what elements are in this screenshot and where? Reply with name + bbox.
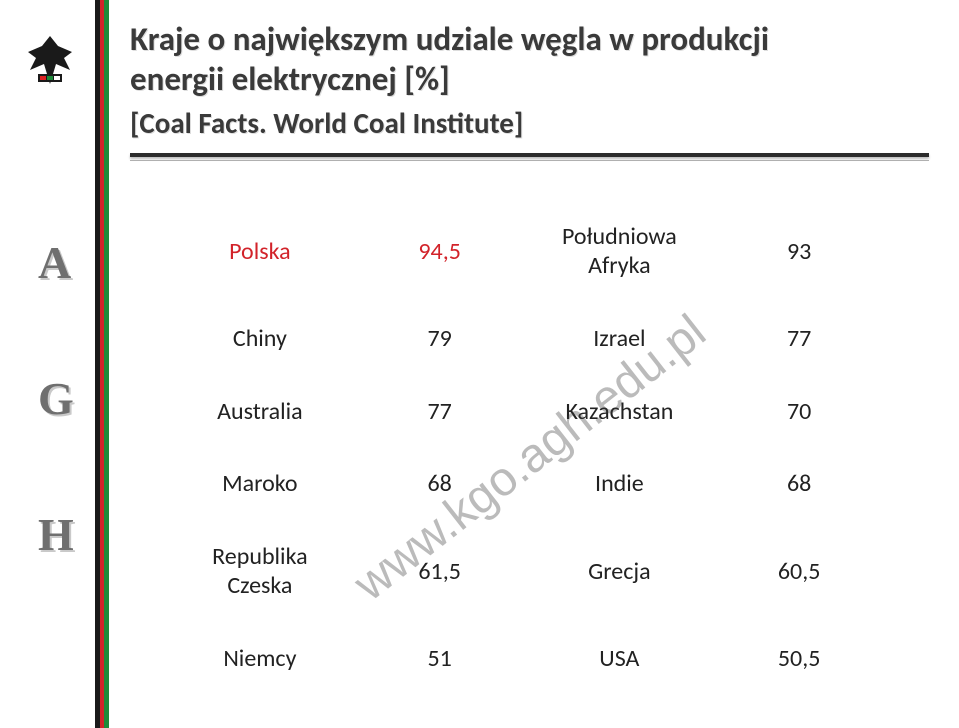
table-row: Polska94,5PołudniowaAfryka93	[170, 201, 889, 303]
table-cell: 60,5	[709, 521, 889, 623]
table-cell: 79	[350, 303, 530, 376]
side-stripe	[95, 0, 109, 728]
agh-eagle-logo	[20, 30, 80, 90]
stripe-segment	[104, 0, 109, 728]
table-row: RepublikaCzeska61,5Grecja60,5	[170, 521, 889, 623]
table-cell: 94,5	[350, 201, 530, 303]
table-cell: Maroko	[170, 448, 350, 521]
table-cell: Australia	[170, 376, 350, 449]
title-line2: energii elektrycznej [%]	[130, 59, 450, 99]
table-cell: 61,5	[350, 521, 530, 623]
table-cell: 77	[350, 376, 530, 449]
table-cell: Niemcy	[170, 623, 350, 696]
table-cell: Izrael	[530, 303, 710, 376]
table-cell: 70	[709, 376, 889, 449]
letter-h: H	[38, 512, 74, 558]
data-table-wrap: Polska94,5PołudniowaAfryka93Chiny79Izrae…	[130, 201, 929, 695]
table-cell: Indie	[530, 448, 710, 521]
table-cell: RepublikaCzeska	[170, 521, 350, 623]
table-cell: 50,5	[709, 623, 889, 696]
table-cell: 93	[709, 201, 889, 303]
table-cell: 68	[709, 448, 889, 521]
slide-title: Kraje o największym udziale węgla w prod…	[130, 20, 929, 99]
slide-subtitle: [Coal Facts. World Coal Institute]	[130, 105, 929, 141]
table-cell: 68	[350, 448, 530, 521]
table-cell: Grecja	[530, 521, 710, 623]
letter-g: G	[38, 376, 74, 422]
table-cell: PołudniowaAfryka	[530, 201, 710, 303]
title-underline	[130, 153, 929, 161]
table-row: Maroko68Indie68	[170, 448, 889, 521]
table-cell: Chiny	[170, 303, 350, 376]
slide-content: Kraje o największym udziale węgla w prod…	[130, 20, 929, 696]
table-cell: USA	[530, 623, 710, 696]
table-cell: 77	[709, 303, 889, 376]
table-cell: Kazachstan	[530, 376, 710, 449]
table-cell: Polska	[170, 201, 350, 303]
letter-a: A	[38, 240, 74, 286]
title-line1: Kraje o największym udziale węgla w prod…	[130, 19, 769, 59]
table-row: Chiny79Izrael77	[170, 303, 889, 376]
agh-vertical-letters: A G H	[38, 240, 74, 648]
table-row: Niemcy51USA50,5	[170, 623, 889, 696]
coal-share-table: Polska94,5PołudniowaAfryka93Chiny79Izrae…	[170, 201, 889, 695]
table-row: Australia77Kazachstan70	[170, 376, 889, 449]
table-cell: 51	[350, 623, 530, 696]
